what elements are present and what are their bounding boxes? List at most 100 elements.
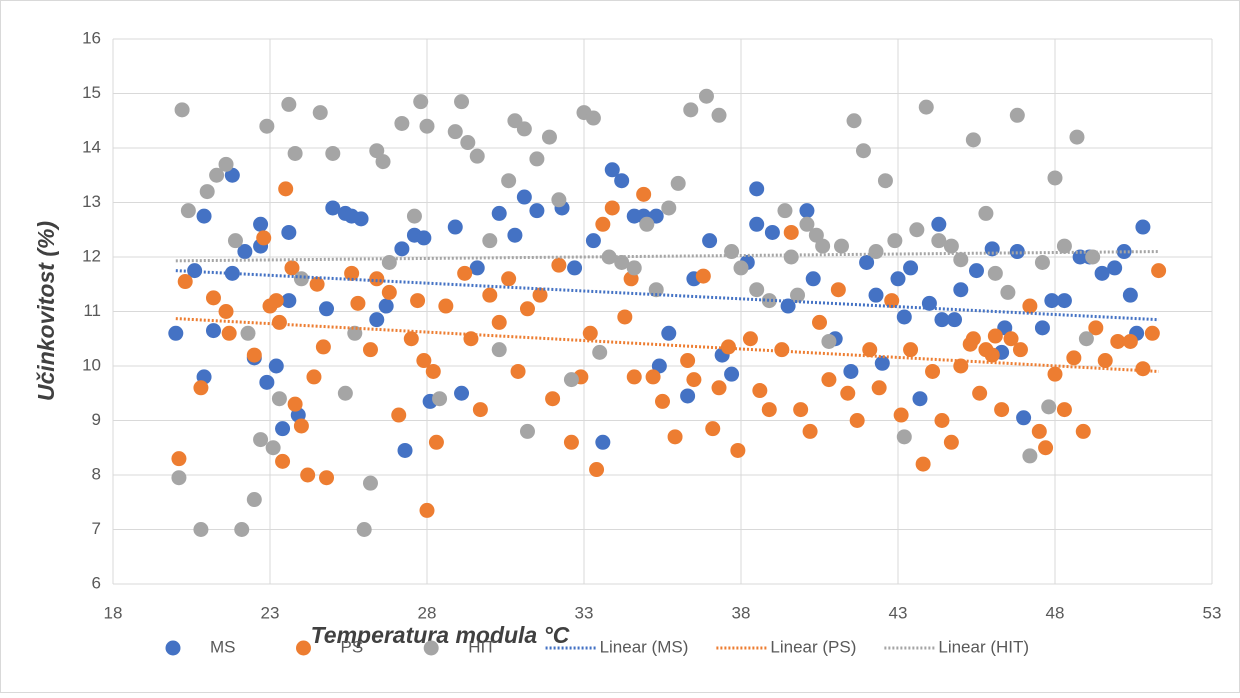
point [670, 175, 686, 191]
point [1016, 410, 1032, 426]
point [281, 224, 297, 240]
point [460, 135, 476, 151]
y-tick-label: 13 [82, 192, 101, 211]
point [259, 374, 275, 390]
point [1135, 361, 1151, 377]
point [529, 151, 545, 167]
y-tick-label: 15 [82, 83, 101, 102]
point [1066, 350, 1082, 366]
x-tick-label: 23 [261, 603, 280, 622]
point [1056, 293, 1072, 309]
point [931, 216, 947, 232]
point [491, 205, 507, 221]
point [965, 132, 981, 148]
point [903, 260, 919, 276]
point [567, 260, 583, 276]
point [943, 238, 959, 254]
point [519, 423, 535, 439]
point [661, 200, 677, 216]
point [680, 353, 696, 369]
point [416, 230, 432, 246]
point [353, 211, 369, 227]
point [840, 385, 856, 401]
legend-marker [165, 640, 181, 656]
point [614, 254, 630, 270]
point [1034, 320, 1050, 336]
point [397, 442, 413, 458]
point [626, 260, 642, 276]
point [833, 238, 849, 254]
point [868, 244, 884, 260]
point [972, 385, 988, 401]
point [177, 274, 193, 290]
point [683, 102, 699, 118]
point [240, 325, 256, 341]
point [281, 96, 297, 112]
point [1078, 331, 1094, 347]
legend-marker [296, 640, 311, 656]
point [953, 252, 969, 268]
point [994, 402, 1010, 418]
point [1135, 219, 1151, 235]
point [312, 105, 328, 121]
point [614, 173, 630, 189]
point [362, 342, 378, 358]
point [253, 216, 269, 232]
point [749, 216, 765, 232]
legend-label: HIT [468, 637, 495, 656]
point [1022, 298, 1038, 314]
x-axis-title: Temperatura modula °C [311, 622, 570, 648]
trend-line [175, 317, 1159, 373]
point [271, 314, 287, 330]
point [582, 325, 598, 341]
point [978, 205, 994, 221]
point [1031, 423, 1047, 439]
point [890, 271, 906, 287]
point [284, 260, 300, 276]
point [585, 110, 601, 126]
legend-label: Linear (HIT) [938, 637, 1029, 656]
point [369, 271, 385, 287]
point [965, 331, 981, 347]
point [1000, 284, 1016, 300]
point [655, 393, 670, 409]
point [934, 413, 950, 428]
point [516, 189, 532, 205]
point [394, 115, 410, 131]
point [381, 254, 397, 270]
point [205, 323, 221, 339]
point [921, 295, 937, 311]
point [884, 293, 900, 309]
point [868, 287, 884, 303]
point [268, 293, 284, 309]
point [193, 522, 209, 537]
point [253, 432, 269, 448]
point [764, 224, 780, 240]
point [1056, 402, 1072, 418]
x-tick-label: 33 [575, 603, 594, 622]
point [896, 309, 912, 325]
point [472, 402, 488, 418]
point [501, 271, 517, 287]
point [532, 287, 548, 303]
point [733, 260, 749, 276]
point [799, 203, 815, 219]
point [432, 391, 448, 407]
point [309, 276, 325, 292]
point [589, 462, 605, 478]
point [1110, 333, 1126, 349]
point [193, 380, 209, 396]
point [871, 380, 887, 396]
point [987, 328, 1003, 344]
point [931, 233, 947, 249]
point [237, 244, 253, 260]
point [877, 173, 893, 189]
point [356, 522, 372, 537]
y-tick-label: 16 [82, 28, 101, 47]
point [1009, 107, 1025, 123]
point [698, 88, 714, 104]
point [507, 227, 523, 243]
point [268, 358, 284, 374]
